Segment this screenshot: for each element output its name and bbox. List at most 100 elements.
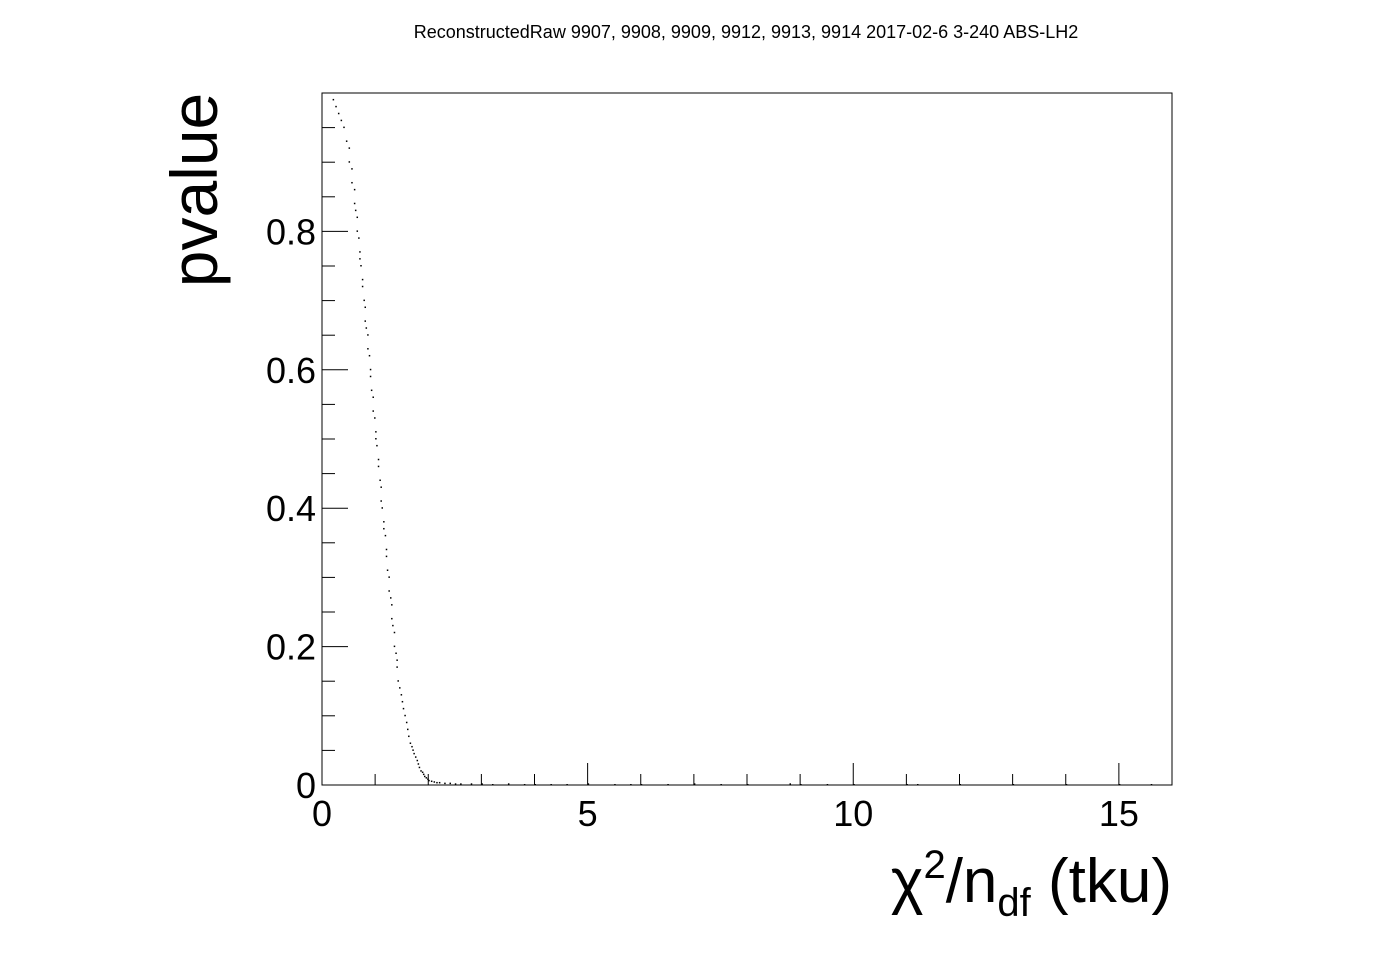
data-point	[393, 631, 396, 634]
data-point	[385, 555, 388, 558]
data-point	[385, 548, 388, 551]
data-point	[377, 458, 380, 461]
data-point	[386, 569, 389, 571]
data-point	[454, 783, 457, 785]
data-point	[372, 396, 374, 398]
data-point	[460, 783, 462, 785]
data-point	[375, 438, 377, 440]
data-point	[411, 745, 413, 748]
data-point	[693, 783, 696, 785]
data-point	[377, 465, 380, 468]
data-point	[630, 784, 632, 786]
data-point	[789, 783, 791, 785]
data-point	[380, 500, 382, 502]
data-point	[367, 348, 369, 350]
data-point	[853, 784, 855, 786]
data-point	[372, 410, 374, 412]
data-point	[351, 168, 353, 170]
y-tick-label: 0.4	[266, 488, 316, 529]
data-point	[379, 479, 381, 482]
data-point	[424, 775, 426, 778]
data-point	[356, 230, 359, 232]
data-point	[363, 299, 365, 302]
data-point	[436, 781, 438, 784]
y-axis-ticks	[322, 127, 348, 786]
data-point	[566, 784, 568, 786]
data-point	[391, 604, 393, 606]
data-point	[428, 779, 430, 782]
data-point	[364, 306, 366, 309]
data-point	[337, 112, 340, 115]
data-point	[1118, 784, 1121, 786]
data-point	[614, 784, 616, 786]
data-point	[351, 181, 353, 184]
data-point	[414, 756, 417, 758]
data-point	[370, 389, 373, 392]
data-point	[409, 742, 412, 744]
data-point	[413, 752, 415, 755]
x-axis-title-unit: (tku)	[1031, 847, 1172, 916]
data-point	[1065, 784, 1068, 786]
data-point	[438, 781, 441, 784]
data-point	[422, 773, 425, 776]
data-point	[381, 507, 383, 509]
data-point	[523, 784, 526, 786]
data-point	[481, 783, 483, 785]
data-point	[368, 354, 371, 357]
data-point	[354, 209, 357, 212]
data-point	[400, 694, 403, 696]
data-point	[393, 645, 396, 648]
data-point	[388, 590, 390, 592]
x-axis-title: χ2/ndf (tku)	[891, 843, 1172, 925]
data-point	[365, 327, 368, 329]
data-point	[353, 188, 356, 191]
data-point	[383, 521, 385, 523]
x-axis-title-n: /n	[946, 847, 998, 916]
data-point	[507, 783, 510, 785]
x-tick-label: 0	[312, 793, 332, 834]
x-tick-label: 15	[1099, 793, 1139, 834]
y-tick-label: 0	[296, 765, 316, 806]
data-point	[345, 140, 348, 142]
data-point	[492, 784, 494, 786]
data-point	[1150, 784, 1153, 786]
data-point	[392, 624, 394, 627]
data-point	[361, 278, 364, 281]
data-point	[826, 784, 829, 786]
data-points	[332, 98, 1153, 786]
y-axis-title: pvalue	[157, 93, 231, 288]
data-point	[417, 763, 420, 765]
data-point	[369, 375, 372, 378]
data-point	[380, 486, 382, 488]
data-point	[397, 680, 399, 682]
data-point	[404, 714, 406, 717]
data-point	[348, 161, 351, 163]
x-axis-title-chi: χ	[891, 847, 924, 916]
data-point	[395, 652, 397, 655]
data-point	[430, 780, 433, 783]
data-point	[390, 597, 392, 599]
data-point	[367, 334, 369, 336]
data-point	[383, 527, 385, 530]
data-point	[388, 576, 390, 578]
data-point	[747, 784, 749, 786]
data-point	[396, 666, 398, 668]
data-point	[399, 687, 401, 689]
data-point	[359, 258, 361, 260]
data-point	[534, 784, 536, 786]
data-point	[374, 417, 376, 419]
data-point	[407, 728, 409, 731]
data-point	[364, 320, 366, 322]
y-tick-label: 0.8	[266, 211, 316, 252]
data-point	[405, 721, 408, 724]
data-point	[391, 617, 393, 620]
data-point	[800, 784, 802, 786]
data-point	[396, 659, 398, 661]
x-axis-ticks	[321, 763, 1120, 785]
data-point	[359, 251, 361, 253]
x-tick-label: 5	[578, 793, 598, 834]
data-point	[348, 147, 351, 149]
data-point	[470, 783, 473, 785]
chart-title: ReconstructedRaw 9907, 9908, 9909, 9912,…	[414, 22, 1078, 42]
